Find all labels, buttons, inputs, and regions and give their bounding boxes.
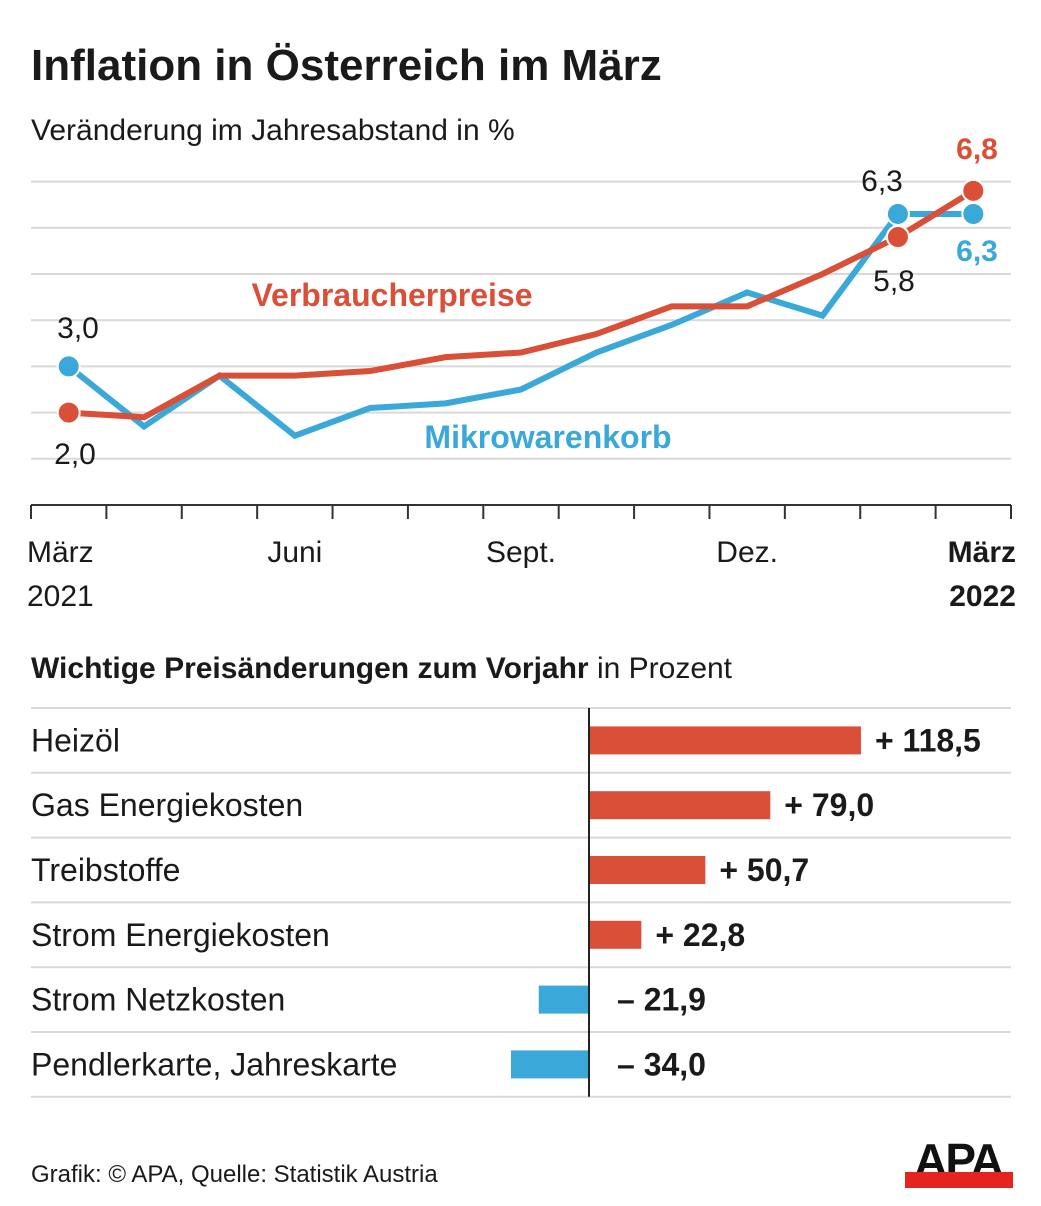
category-label: Heizöl: [31, 722, 120, 758]
value-label: + 118,5: [875, 722, 981, 758]
data-label: 3,0: [57, 312, 99, 345]
apa-logo: APA: [905, 1134, 1013, 1188]
page-title: Inflation in Österreich im März: [31, 41, 662, 90]
x-tick-label: 2022: [949, 580, 1016, 613]
data-point: [961, 201, 986, 226]
data-label: 2,0: [54, 438, 96, 471]
value-label: + 50,7: [719, 852, 809, 888]
bar: [538, 985, 589, 1014]
data-point: [885, 201, 910, 226]
category-label: Pendlerkarte, Jahreskarte: [31, 1046, 397, 1082]
bar: [589, 856, 706, 884]
x-tick-label: März: [948, 536, 1016, 569]
bar: [510, 1050, 589, 1079]
apa-logo-bar: [905, 1172, 1013, 1188]
bar: [589, 791, 771, 820]
category-label: Treibstoffe: [31, 852, 180, 888]
bar-chart: Heizöl + 118,5 Gas Energiekosten + 79,0 Trei…: [31, 707, 1011, 1098]
category-label: Strom Energiekosten: [31, 917, 330, 953]
bar: [589, 920, 642, 949]
series-label: Mikrowarenkorb: [424, 419, 671, 455]
page-subtitle: Veränderung im Jahresabstand in %: [31, 114, 515, 147]
series-line-verbraucherpreise: [68, 188, 975, 421]
x-tick-label: Sept.: [486, 536, 556, 569]
data-point: [56, 400, 81, 425]
value-label: + 79,0: [784, 787, 874, 823]
bar-chart-title-bold: Wichtige Preisänderungen zum Vorjahr: [31, 652, 589, 685]
data-label: 6,3: [956, 235, 998, 268]
data-point: [885, 225, 910, 250]
bar-chart-title: Wichtige Preisänderungen zum Vorjahr in …: [31, 652, 733, 685]
x-tick-label: März: [27, 536, 94, 569]
data-point: [56, 354, 81, 379]
data-label: 6,8: [956, 133, 998, 166]
value-label: + 22,8: [655, 917, 745, 953]
x-tick-label: Juni: [267, 536, 322, 569]
value-label: – 21,9: [617, 982, 706, 1018]
series-label: Verbraucherpreise: [251, 277, 532, 313]
x-tick-label: 2021: [27, 580, 94, 613]
line-chart: März 2021 Juni Sept. Dez. März 2022 Verbraucher…: [27, 133, 1016, 613]
data-label: 6,3: [861, 165, 903, 198]
data-label: 5,8: [873, 265, 915, 298]
category-label: Strom Netzkosten: [31, 982, 285, 1018]
category-label: Gas Energiekosten: [31, 787, 303, 823]
bar: [589, 726, 861, 755]
series-line-mikrowarenkorb: [66, 210, 974, 440]
x-tick-label: Dez.: [716, 536, 778, 569]
data-point: [961, 178, 986, 203]
value-label: – 34,0: [617, 1046, 706, 1082]
footer-source: Grafik: © APA, Quelle: Statistik Austria: [31, 1161, 438, 1188]
bar-chart-title-rest: in Prozent: [589, 652, 733, 685]
